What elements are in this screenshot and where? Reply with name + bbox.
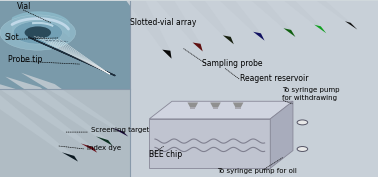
Circle shape xyxy=(297,120,308,125)
Polygon shape xyxy=(270,101,293,168)
Polygon shape xyxy=(233,102,243,107)
Polygon shape xyxy=(111,127,128,137)
Text: To syringe pump for oil: To syringe pump for oil xyxy=(217,168,297,174)
Polygon shape xyxy=(192,42,203,52)
Circle shape xyxy=(25,26,51,39)
Polygon shape xyxy=(284,28,295,37)
Text: Reagent reservoir: Reagent reservoir xyxy=(240,74,308,83)
Polygon shape xyxy=(190,107,195,109)
Polygon shape xyxy=(62,152,78,162)
Polygon shape xyxy=(239,0,291,30)
Text: Index dye: Index dye xyxy=(87,145,121,151)
Polygon shape xyxy=(235,107,241,109)
Polygon shape xyxy=(253,32,265,41)
Circle shape xyxy=(13,21,62,44)
Polygon shape xyxy=(5,77,108,140)
FancyBboxPatch shape xyxy=(0,89,189,177)
Text: To syringe pump
for withdrawing: To syringe pump for withdrawing xyxy=(282,87,339,101)
Polygon shape xyxy=(147,0,201,44)
Polygon shape xyxy=(21,73,123,132)
Text: Slot: Slot xyxy=(5,33,19,42)
Polygon shape xyxy=(119,0,170,51)
Polygon shape xyxy=(210,102,221,107)
Text: Sampling probe: Sampling probe xyxy=(202,59,263,68)
Polygon shape xyxy=(178,0,231,37)
Polygon shape xyxy=(0,80,93,147)
FancyBboxPatch shape xyxy=(0,1,130,89)
Polygon shape xyxy=(213,107,218,109)
Text: BEE chip: BEE chip xyxy=(149,150,183,159)
Polygon shape xyxy=(149,119,270,168)
FancyBboxPatch shape xyxy=(130,1,378,177)
Polygon shape xyxy=(302,0,351,23)
Polygon shape xyxy=(187,102,198,107)
Text: Probe tip: Probe tip xyxy=(8,55,42,64)
Polygon shape xyxy=(0,84,74,156)
Polygon shape xyxy=(81,143,97,153)
Text: Slotted-vial array: Slotted-vial array xyxy=(130,18,197,27)
Polygon shape xyxy=(208,0,261,33)
Circle shape xyxy=(297,147,308,152)
Polygon shape xyxy=(270,0,321,26)
Circle shape xyxy=(0,15,76,50)
Polygon shape xyxy=(96,136,112,146)
Polygon shape xyxy=(223,35,234,44)
Text: Screening target: Screening target xyxy=(91,127,149,133)
Polygon shape xyxy=(149,101,293,119)
Polygon shape xyxy=(162,50,172,59)
Text: Vial: Vial xyxy=(17,2,31,11)
Polygon shape xyxy=(28,37,115,76)
Polygon shape xyxy=(314,25,326,33)
Polygon shape xyxy=(345,21,357,30)
